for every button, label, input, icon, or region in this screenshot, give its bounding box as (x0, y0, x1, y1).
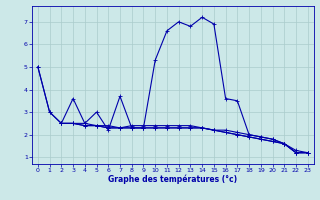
X-axis label: Graphe des températures (°c): Graphe des températures (°c) (108, 175, 237, 184)
